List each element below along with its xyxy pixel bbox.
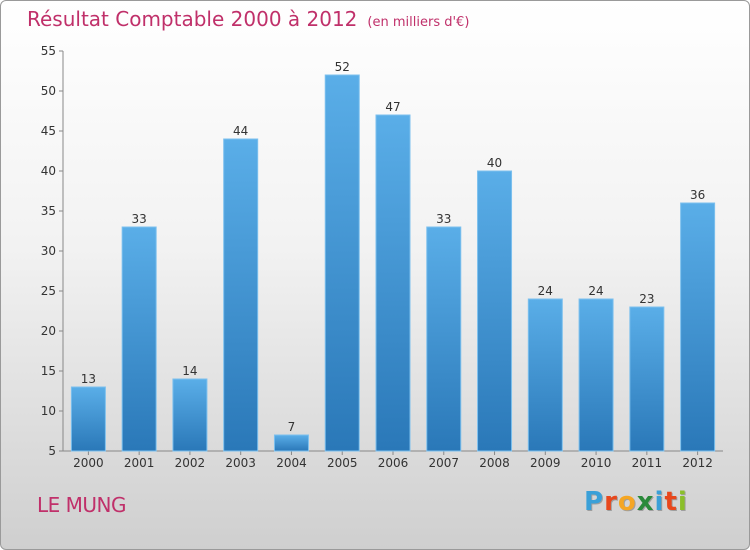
- data-label: 33: [132, 212, 147, 226]
- y-tick-label: 20: [41, 324, 56, 338]
- y-tick-label: 35: [41, 204, 56, 218]
- x-tick-label: 2008: [479, 456, 510, 470]
- x-tick-label: 2004: [276, 456, 307, 470]
- data-label: 24: [588, 284, 603, 298]
- data-label: 52: [335, 60, 350, 74]
- bar: [70, 386, 106, 452]
- chart-data-labels: 13 33 14 44 7 52 47 33 40 24 24 23 36: [81, 60, 706, 434]
- bar: [527, 298, 563, 452]
- chart-title: Résultat Comptable 2000 à 2012 (en millie…: [27, 7, 469, 31]
- data-label: 14: [182, 364, 197, 378]
- bar: [121, 226, 157, 452]
- commune-name: LE MUNG: [37, 493, 127, 517]
- logo-letter: x: [636, 487, 655, 517]
- x-tick-label: 2012: [682, 456, 713, 470]
- bar: [172, 378, 208, 452]
- logo-letter: t: [664, 487, 678, 517]
- x-tick-label: 2001: [124, 456, 155, 470]
- y-tick-label: 10: [41, 404, 56, 418]
- data-label: 7: [288, 420, 296, 434]
- y-tick-label: 40: [41, 164, 56, 178]
- bar: [477, 170, 513, 452]
- y-tick-label: 25: [41, 284, 56, 298]
- logo-letter: r: [604, 487, 618, 517]
- bar: [324, 74, 360, 452]
- data-label: 47: [385, 100, 400, 114]
- bar: [375, 114, 411, 452]
- data-label: 33: [436, 212, 451, 226]
- x-tick-label: 2009: [530, 456, 561, 470]
- y-tick-label: 50: [41, 84, 56, 98]
- x-tick-label: 2011: [632, 456, 663, 470]
- proxiti-logo[interactable]: Proxiti: [584, 487, 688, 517]
- x-tick-label: 2003: [225, 456, 256, 470]
- chart-title-text: Résultat Comptable 2000 à 2012: [27, 7, 358, 31]
- y-tick-label: 5: [48, 444, 56, 458]
- y-tick-label: 15: [41, 364, 56, 378]
- data-label: 44: [233, 124, 248, 138]
- y-tick-label: 45: [41, 124, 56, 138]
- data-label: 23: [639, 292, 654, 306]
- logo-letter: i: [654, 487, 665, 517]
- chart-subtitle: (en milliers d'€): [367, 15, 470, 30]
- x-tick-label: 2002: [175, 456, 206, 470]
- x-tick-label: 2010: [581, 456, 612, 470]
- y-tick-label: 30: [41, 244, 56, 258]
- bar: [273, 434, 309, 452]
- chart-axes: 5 10 15 20 25 30 35 40 45 50 55 2000 2001 2002 2003 200…: [41, 44, 723, 470]
- y-tick-label: 55: [41, 44, 56, 58]
- chart-bars: [70, 74, 716, 452]
- logo-letter: P: [584, 487, 605, 517]
- bar: [629, 306, 665, 452]
- x-tick-label: 2007: [428, 456, 459, 470]
- bar: [680, 202, 716, 452]
- data-label: 13: [81, 372, 96, 386]
- x-tick-label: 2000: [73, 456, 104, 470]
- data-label: 36: [690, 188, 705, 202]
- data-label: 40: [487, 156, 502, 170]
- data-label: 24: [538, 284, 553, 298]
- logo-letter: i: [677, 487, 688, 517]
- logo-letter: o: [617, 487, 637, 517]
- x-tick-label: 2005: [327, 456, 358, 470]
- x-tick-label: 2006: [378, 456, 409, 470]
- bar: [426, 226, 462, 452]
- bar: [223, 138, 259, 452]
- bar: [578, 298, 614, 452]
